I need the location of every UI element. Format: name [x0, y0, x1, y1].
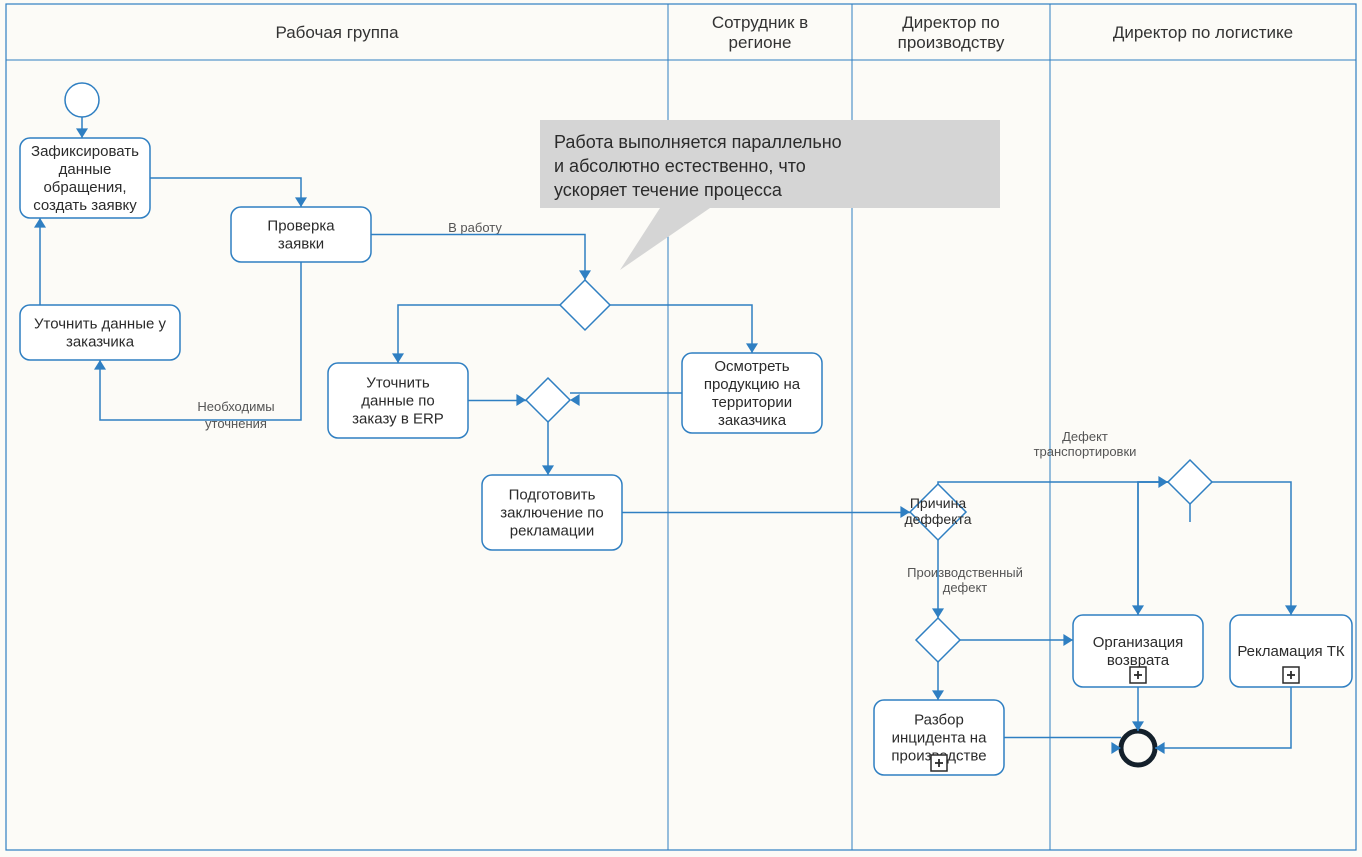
svg-text:Рабочая группа: Рабочая группа	[275, 23, 399, 42]
bpmn-diagram: Рабочая группа Сотрудник врегионе Директор…	[0, 0, 1362, 857]
gateway-g4	[916, 618, 960, 662]
task-t4-line0: Уточнить	[366, 375, 430, 392]
callout-line0: Работа выполняется параллельно	[554, 132, 842, 152]
task-t5-line3: заказчика	[718, 412, 787, 429]
edge-label-l_work: В работу	[448, 220, 502, 235]
task-t8: Рекламация ТК	[1230, 615, 1352, 687]
task-t5-line1: продукцию на	[704, 376, 801, 393]
task-t1: Зафиксироватьданныеобращения,создать зая…	[20, 138, 150, 218]
task-t3-line0: Уточнить данные у	[34, 316, 167, 333]
task-t1-line1: данные	[59, 161, 112, 178]
callout-line2: ускоряет течение процесса	[554, 180, 783, 200]
task-t5-line2: территории	[712, 394, 792, 411]
task-t9: Разборинцидента напроизводстве	[874, 700, 1004, 775]
edge-label-l_prod2: дефект	[943, 580, 988, 595]
task-t7-line0: Организация	[1093, 634, 1183, 651]
task-t4-line1: данные по	[361, 393, 434, 410]
task-t3-line1: заказчика	[66, 334, 135, 351]
task-t1-line0: Зафиксировать	[31, 143, 139, 160]
task-t2-line0: Проверка	[267, 218, 335, 235]
task-t2: Проверказаявки	[231, 207, 371, 262]
svg-text:деффекта: деффекта	[904, 511, 971, 527]
svg-text:Директор по: Директор по	[902, 13, 999, 32]
callout: Работа выполняется параллельно и абсолютн…	[540, 120, 1000, 270]
svg-text:регионе: регионе	[729, 33, 792, 52]
gateway-g5	[1168, 460, 1212, 504]
task-t9-line1: инцидента на	[892, 730, 988, 747]
end-event	[1121, 731, 1155, 765]
task-t5: Осмотретьпродукцию натерриториизаказчика	[682, 353, 822, 433]
task-t7: Организациявозврата	[1073, 615, 1203, 687]
svg-text:Директор по логистике: Директор по логистике	[1113, 23, 1293, 42]
task-t4-line2: заказу в ERP	[352, 411, 444, 428]
callout-line1: и абсолютно естественно, что	[554, 156, 806, 176]
task-t3: Уточнить данные узаказчика	[20, 305, 180, 360]
task-t1-line2: обращения,	[43, 179, 126, 196]
task-t6-line2: рекламации	[510, 523, 595, 540]
edge-label-l_trans2: транспортировки	[1034, 444, 1137, 459]
task-t4: Уточнитьданные позаказу в ERP	[328, 363, 468, 438]
task-t9-line0: Разбор	[914, 712, 964, 729]
start-event	[65, 83, 99, 117]
task-t6: Подготовитьзаключение порекламации	[482, 475, 622, 550]
gateway-g2	[526, 378, 570, 422]
task-t5-line0: Осмотреть	[714, 358, 789, 375]
task-t1-line3: создать заявку	[33, 197, 137, 214]
gateway-g1	[560, 280, 610, 330]
task-t2-line1: заявки	[278, 236, 324, 253]
edge-label-l_trans1: Дефект	[1062, 429, 1108, 444]
svg-text:производству: производству	[898, 33, 1005, 52]
edge-label-l_clar2: уточнения	[205, 416, 267, 431]
edge-label-l_prod1: Производственный	[907, 565, 1023, 580]
task-t8-line0: Рекламация ТК	[1237, 643, 1345, 660]
task-t6-line1: заключение по	[500, 505, 603, 522]
edge-label-l_clar1: Необходимы	[197, 399, 274, 414]
svg-text:Причина: Причина	[910, 495, 967, 511]
svg-text:Сотрудник в: Сотрудник в	[712, 13, 808, 32]
task-t6-line0: Подготовить	[509, 487, 596, 504]
